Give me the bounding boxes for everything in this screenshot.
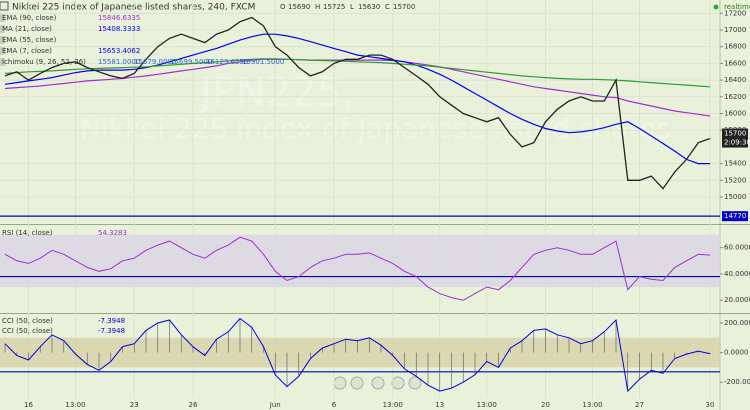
legend-name: RSI (14, close) <box>2 229 53 237</box>
x-tick-label: 13 <box>435 401 444 409</box>
data-line <box>4 236 711 301</box>
x-tick-label: 30 <box>706 401 715 409</box>
y-tick-label: 200.0000 <box>724 319 750 327</box>
hline-label-box <box>722 211 748 222</box>
x-tick-label: 13:00 <box>582 401 602 409</box>
legend-name: EMA (55, close) <box>2 36 57 44</box>
y-tick-label: 16600 <box>724 59 746 67</box>
legend-value: -7.3948 <box>98 317 125 325</box>
zoom-out-button[interactable] <box>333 376 347 390</box>
countdown: 2:09:30 <box>724 139 750 147</box>
y-tick-label: 40.0000 <box>724 270 750 278</box>
y-tick-label: 16800 <box>724 43 746 51</box>
legend-name: MA (21, close) <box>2 25 52 33</box>
hline-label: 14770 <box>724 212 746 220</box>
ohlc-name: C <box>385 3 390 11</box>
y-tick-label: 15200 <box>724 176 746 184</box>
x-tick-label: 26 <box>189 401 198 409</box>
y-tick-label: -200.0000 <box>724 378 750 386</box>
ohlc-value: 15725 <box>323 3 345 11</box>
watermark: JPN225, <box>197 70 355 116</box>
ohlc-value: 15700 <box>393 3 415 11</box>
y-tick-label: 16200 <box>724 93 746 101</box>
y-tick-label: 15000 <box>724 193 746 201</box>
realtime-dot <box>713 4 719 10</box>
legend-value: 15679.0000 <box>134 58 176 66</box>
y-tick-label: 16400 <box>724 76 746 84</box>
legend-value: 15653.4062 <box>98 47 140 55</box>
band <box>0 337 720 368</box>
x-tick-label: Jun <box>269 401 281 409</box>
legend-name: CCI (50, close) <box>2 317 53 325</box>
nav-buttons <box>333 376 422 390</box>
x-tick-label: 13:00 <box>477 401 497 409</box>
zoom-in-button[interactable] <box>350 376 364 390</box>
legend-value: 15581.0000 <box>98 58 140 66</box>
x-tick-label: 20 <box>541 401 550 409</box>
y-tick-label: 15400 <box>724 160 746 168</box>
band <box>0 234 720 288</box>
legend-value: 15901.5000 <box>242 58 284 66</box>
legend-name: CCI (50, close) <box>2 327 53 335</box>
x-tick-label: 13:00 <box>65 401 85 409</box>
data-line <box>4 317 711 393</box>
last-price: 15700 <box>724 130 746 138</box>
legend-value: 54.3283 <box>98 229 127 237</box>
legend-box <box>0 58 5 66</box>
legend-value: 15846.6335 <box>98 14 140 22</box>
ohlc-name: O <box>280 3 286 11</box>
data-line <box>4 33 710 165</box>
legend-value: 16123.6250 <box>206 58 248 66</box>
watermark: Nikkei 225 index of Japanese listed shar… <box>80 112 671 145</box>
realtime-label: realtime <box>724 3 750 11</box>
last-price-box <box>722 128 748 148</box>
y-tick-label: 20.0000 <box>724 296 750 304</box>
data-line <box>4 58 711 88</box>
x-tick-label: 13:00 <box>383 401 403 409</box>
legend-name: EMA (90, close) <box>2 14 57 22</box>
collapse-icon[interactable] <box>0 1 9 11</box>
legend-value: -7.3948 <box>98 327 125 335</box>
scroll-end-button[interactable] <box>408 376 422 390</box>
ohlc-value: 15690 <box>288 3 310 11</box>
scroll-right-button[interactable] <box>391 376 405 390</box>
ohlc-name: H <box>315 3 320 11</box>
y-tick-label: 60.0000 <box>724 244 750 252</box>
reset-button[interactable] <box>371 376 385 390</box>
data-line <box>4 16 711 190</box>
y-tick-label: 17200 <box>724 9 746 17</box>
legend-name: EMA (7, close) <box>2 47 52 55</box>
x-tick-label: 27 <box>635 401 644 409</box>
legend-value: 15408.3333 <box>98 25 140 33</box>
legend-box <box>0 25 5 33</box>
chart-title: Nikkei 225 index of Japanese listed shar… <box>12 3 255 13</box>
legend-value: 15699.5000 <box>170 58 212 66</box>
y-tick-label: 16000 <box>724 110 746 118</box>
ohlc-value: 15630 <box>358 3 380 11</box>
legend-box <box>0 47 5 55</box>
y-tick-label: 17000 <box>724 26 746 34</box>
x-tick-label: 16 <box>24 401 33 409</box>
legend-box <box>0 36 5 44</box>
y-tick-label: 0.0000 <box>724 349 749 357</box>
ohlc-name: L <box>350 3 354 11</box>
legend-box <box>0 14 5 22</box>
x-tick-label: 6 <box>332 401 337 409</box>
legend-name: Ichimoku (9, 26, 52, 26) <box>2 58 86 66</box>
x-tick-label: 23 <box>130 401 139 409</box>
